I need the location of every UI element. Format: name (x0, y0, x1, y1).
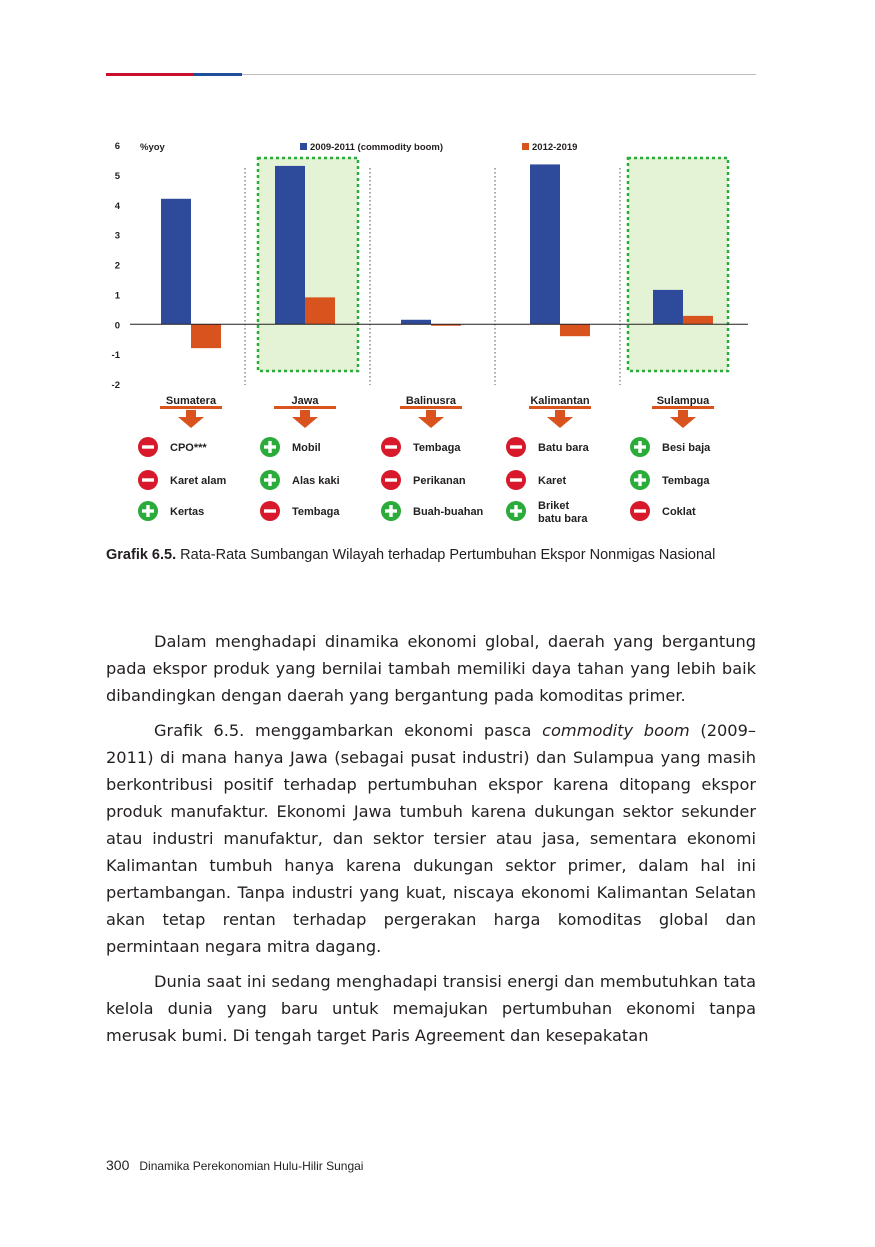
region-arrow-bar (529, 406, 591, 409)
region-down-arrow (292, 410, 318, 428)
y-tick-label: -1 (112, 350, 121, 361)
y-tick-label: 3 (115, 231, 120, 242)
region-down-arrow (547, 410, 573, 428)
legend-label-1: 2009-2011 (commodity boom) (310, 142, 443, 153)
paragraph-2-end: (2009–2011) di mana hanya Jawa (sebagai … (106, 721, 756, 956)
bar-sulampua-series2 (683, 315, 713, 325)
minus-icon-bar (142, 478, 154, 482)
body-text: Dalam menghadapi dinamika ekonomi global… (106, 628, 756, 1057)
legend-swatch-1 (300, 143, 307, 150)
plus-icon-vbar (514, 505, 518, 517)
commodity-label: Buah-buahan (413, 506, 484, 518)
caption-text: Rata-Rata Sumbangan Wilayah terhadap Per… (176, 547, 716, 563)
header-rule-red (106, 73, 194, 76)
paragraph-2-start: Grafik 6.5. menggambarkan ekonomi pasca (154, 721, 543, 740)
minus-icon-bar (634, 509, 646, 513)
commodity-label: Tembaga (413, 442, 461, 454)
bar-jawa-series1 (275, 165, 305, 325)
commodity-label: Besi baja (662, 442, 711, 454)
paragraph-2: Grafik 6.5. menggambarkan ekonomi pasca … (106, 717, 756, 960)
minus-icon-bar (385, 445, 397, 449)
bar-sumatera-series1 (161, 198, 191, 325)
commodity-label: Tembaga (292, 506, 340, 518)
region-label-sumatera: Sumatera (166, 395, 217, 407)
y-tick-label: 1 (115, 290, 121, 301)
plus-icon-vbar (389, 505, 393, 517)
regional-export-chart: 6 5 4 3 2 1 0 -1 -2 %yoy 2009-2011 (commodity boom… (112, 141, 748, 525)
plus-icon-vbar (146, 505, 150, 517)
minus-icon-bar (385, 478, 397, 482)
plus-icon-vbar (638, 474, 642, 486)
page-number: 300 (106, 1157, 130, 1173)
header-rule-grey (242, 74, 756, 75)
commodity-label: Alas kaki (292, 475, 340, 487)
commodity-label: Karet (538, 475, 566, 487)
highlight-box-sulampua (626, 156, 730, 373)
paragraph-1: Dalam menghadapi dinamika ekonomi global… (106, 632, 756, 705)
legend-label-2: 2012-2019 (532, 142, 577, 153)
header-rule-blue (194, 73, 242, 76)
region-arrow-bar (160, 406, 222, 409)
y-tick-label: -2 (112, 380, 120, 391)
region-down-arrow (670, 410, 696, 428)
plus-icon-vbar (638, 441, 642, 453)
figure-caption: Grafik 6.5. Rata-Rata Sumbangan Wilayah … (106, 545, 756, 566)
minus-icon-bar (142, 445, 154, 449)
book-title: Dinamika Perekonomian Hulu-Hilir Sungai (139, 1159, 364, 1173)
region-label-kalimantan: Kalimantan (530, 395, 590, 407)
legend-swatch-2 (522, 143, 529, 150)
region-label-jawa: Jawa (292, 395, 320, 407)
commodity-label: Tembaga (662, 475, 710, 487)
region-down-arrow (418, 410, 444, 428)
y-tick-label: 4 (115, 201, 121, 212)
bar-balinusra-series1 (401, 319, 431, 325)
commodity-label: Coklat (662, 506, 696, 518)
y-axis-label: %yoy (140, 142, 166, 153)
y-tick-label: 2 (115, 261, 120, 272)
paragraph-3: Dunia saat ini sedang menghadapi transis… (106, 972, 756, 1045)
plus-icon-vbar (268, 441, 272, 453)
region-label-sulampua: Sulampua (657, 395, 710, 407)
bar-sulampua-series1 (653, 289, 683, 325)
paragraph-2-italic: commodity boom (542, 721, 690, 740)
commodity-label: Mobil (292, 442, 321, 454)
minus-icon-bar (510, 445, 522, 449)
commodity-label: Batu bara (538, 442, 590, 454)
minus-icon-bar (264, 509, 276, 513)
bar-balinusra-series2 (431, 324, 461, 326)
commodity-label: Briket batu bara (538, 500, 588, 525)
y-tick-label: 6 (115, 141, 120, 152)
y-tick-label: 0 (115, 320, 120, 331)
region-arrow-bar (274, 406, 336, 409)
region-label-balinusra: Balinusra (406, 395, 457, 407)
plus-icon-vbar (268, 474, 272, 486)
region-down-arrow (178, 410, 204, 428)
commodity-label: Karet alam (170, 475, 226, 487)
bar-kalimantan-series1 (530, 164, 560, 325)
page-footer: 300 Dinamika Perekonomian Hulu-Hilir Sung… (106, 1157, 363, 1173)
bar-jawa-series2 (305, 297, 335, 325)
minus-icon-bar (510, 478, 522, 482)
commodity-label: Perikanan (413, 475, 466, 487)
highlight-box-jawa (256, 156, 360, 373)
caption-label: Grafik 6.5. (106, 547, 177, 563)
bar-sumatera-series2 (191, 324, 221, 349)
region-arrow-bar (652, 406, 714, 409)
region-arrow-bar (400, 406, 462, 409)
commodity-label: Kertas (170, 506, 204, 518)
commodity-label: CPO*** (170, 442, 207, 454)
y-tick-label: 5 (115, 171, 121, 182)
bar-kalimantan-series2 (560, 324, 590, 337)
